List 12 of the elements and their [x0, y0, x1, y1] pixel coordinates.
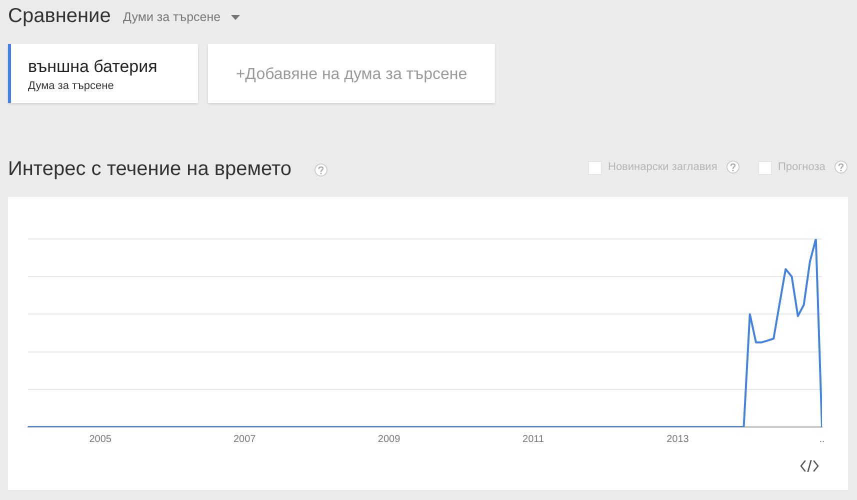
- text: Сравнение: [8, 5, 111, 28]
- text: Думи за търсене: [123, 10, 221, 24]
- text: външна батерия: [28, 57, 158, 77]
- text: +Добавяне на дума за търсене: [236, 65, 468, 84]
- chart-title: Интерес с течение на времето: [8, 158, 292, 181]
- x-tick-label: ..: [819, 434, 825, 445]
- x-tick-label: 2011: [522, 434, 544, 445]
- x-tick-label: 2007: [233, 434, 256, 445]
- x-tick-label: 2013: [666, 434, 690, 445]
- x-tick-label: 2009: [378, 434, 401, 445]
- x-tick-label: 2005: [89, 434, 112, 445]
- text: Дума за търсене: [28, 80, 114, 92]
